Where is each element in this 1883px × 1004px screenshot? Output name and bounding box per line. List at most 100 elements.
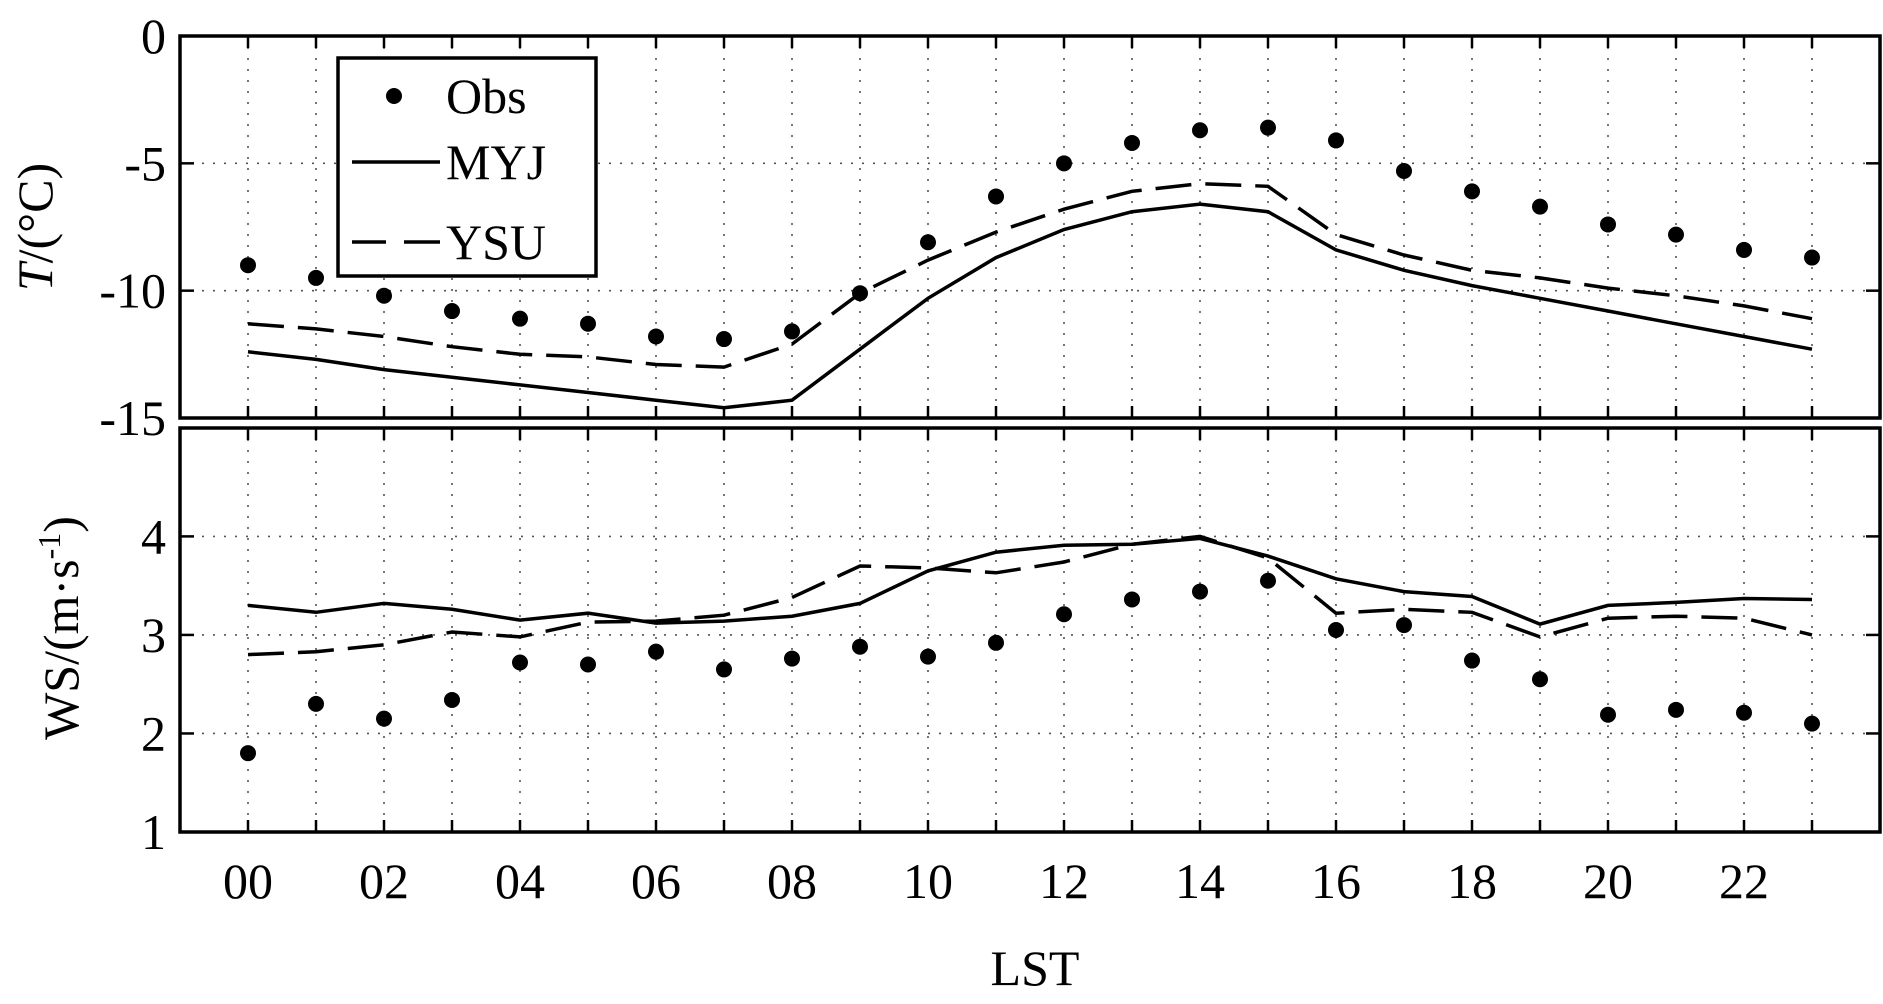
temperature-obs-point [308,269,324,286]
temperature-y-tick-label: -15 [99,390,166,446]
wind-speed-obs-point [240,745,256,762]
temperature-myj-line [247,202,1813,410]
wind-speed-myj-line [247,536,1813,626]
legend-ysu-label: YSU [446,214,546,270]
wind-speed-tick-marks [180,428,1880,834]
wind-speed-obs-point [784,650,800,667]
temperature-axis-title-unit: /(°C) [7,163,63,264]
temperature-ysu-line [247,181,1813,369]
wind-speed-obs-point [648,643,664,660]
x-tick-label: 16 [1311,853,1361,909]
legend-box [336,56,598,278]
temperature-obs-point [716,331,732,348]
temperature-obs-point [784,323,800,340]
wind-speed-obs-point [512,654,528,671]
wind-speed-obs-point [988,634,1004,651]
x-axis-title: LST [991,940,1080,996]
legend-myj-label: MYJ [446,134,546,190]
temperature-obs-point [1124,134,1140,151]
wind-speed-y-tick-label: 3 [141,607,166,663]
temperature-obs-point [1464,183,1480,200]
x-tick-label: 18 [1447,853,1497,909]
wind-speed-y-tick-label: 2 [141,705,166,761]
temperature-obs-point [852,285,868,302]
temperature-obs-point [1736,241,1752,258]
wind-speed-plot-frame [178,426,1882,834]
wind-speed-axis-title: WS/(m·s-1) [31,516,89,740]
wind-speed-obs-point [1124,591,1140,608]
wind-speed-obs-point [1532,671,1548,688]
wind-speed-axis-title-main: WS/(m·s [33,559,89,740]
wind-speed-obs-point [1260,572,1276,589]
temperature-obs-point [1396,162,1412,179]
x-tick-label: 10 [903,853,953,909]
wind-speed-obs-point [1192,583,1208,600]
temperature-axis-title-symbol: T [7,260,63,291]
wind-speed-obs-point [308,695,324,712]
temperature-y-tick-label: -10 [99,263,166,319]
wind-speed-obs-point [376,710,392,727]
x-tick-label: 14 [1175,853,1225,909]
wind-speed-obs-point [444,691,460,708]
temperature-y-tick-labels: 0 -5 -10 -15 [99,8,166,446]
wind-speed-obs-point [852,638,868,655]
wind-speed-obs-point [920,648,936,665]
wind-speed-grid [180,428,1880,832]
wind-speed-obs-point [716,661,732,678]
wind-speed-series [247,534,1813,657]
temperature-panel: 0 -5 -10 -15 T/(°C) Obs MYJ YSU [7,8,1882,446]
legend-obs-marker [386,88,402,104]
wind-speed-panel: 1 2 3 4 WS/(m·s-1) [31,426,1882,860]
x-tick-label: 12 [1039,853,1089,909]
temperature-obs-point [1668,226,1684,243]
x-tick-label: 06 [631,853,681,909]
temperature-obs-point [1804,249,1820,266]
temperature-obs-point [240,257,256,274]
x-tick-label: 00 [223,853,273,909]
x-tick-labels: 00 02 04 06 08 10 12 14 16 18 20 22 [223,853,1769,909]
wind-speed-axis-title-exponent: -1 [31,533,67,560]
wind-speed-axis-title-tail: ) [33,516,89,533]
wind-speed-obs-point [1668,701,1684,718]
legend-obs-label: Obs [446,68,527,124]
temperature-obs-point [920,234,936,251]
temperature-obs-point [1532,198,1548,215]
x-tick-label: 22 [1719,853,1769,909]
wind-speed-y-tick-labels: 1 2 3 4 [141,508,166,860]
wind-speed-obs-point [580,656,596,673]
wind-speed-obs-point [1396,617,1412,634]
temperature-obs-point [376,287,392,304]
temperature-plot-frame [178,34,1882,420]
wind-speed-y-tick-label: 4 [141,508,166,564]
temperature-series [247,181,1813,410]
wind-speed-y-tick-label: 1 [141,804,166,860]
temperature-obs-point [1260,119,1276,136]
temperature-y-tick-label: 0 [141,8,166,64]
x-tick-label: 08 [767,853,817,909]
temperature-obs-point [648,328,664,345]
temperature-obs-points [240,119,1820,348]
wind-speed-obs-point [1056,606,1072,623]
legend: Obs MYJ YSU [336,56,598,278]
temperature-obs-point [1192,122,1208,139]
wind-speed-obs-point [1600,706,1616,723]
temperature-obs-point [1600,216,1616,233]
temperature-obs-point [580,315,596,332]
wind-speed-obs-point [1328,622,1344,638]
wind-speed-obs-point [1804,715,1820,732]
temperature-obs-point [1056,155,1072,172]
temperature-axis-title: T/(°C) [7,163,63,291]
wind-speed-obs-point [1736,704,1752,721]
temperature-tick-marks [180,34,1880,420]
temperature-obs-point [512,310,528,327]
wind-speed-ysu-line [247,534,1813,657]
temperature-obs-point [444,303,460,320]
temperature-y-tick-label: -5 [124,135,166,191]
wind-speed-obs-points [240,572,1820,762]
wind-speed-obs-point [1464,652,1480,669]
x-tick-label: 02 [359,853,409,909]
x-tick-label: 04 [495,853,545,909]
temperature-obs-point [988,188,1004,205]
x-tick-label: 20 [1583,853,1633,909]
